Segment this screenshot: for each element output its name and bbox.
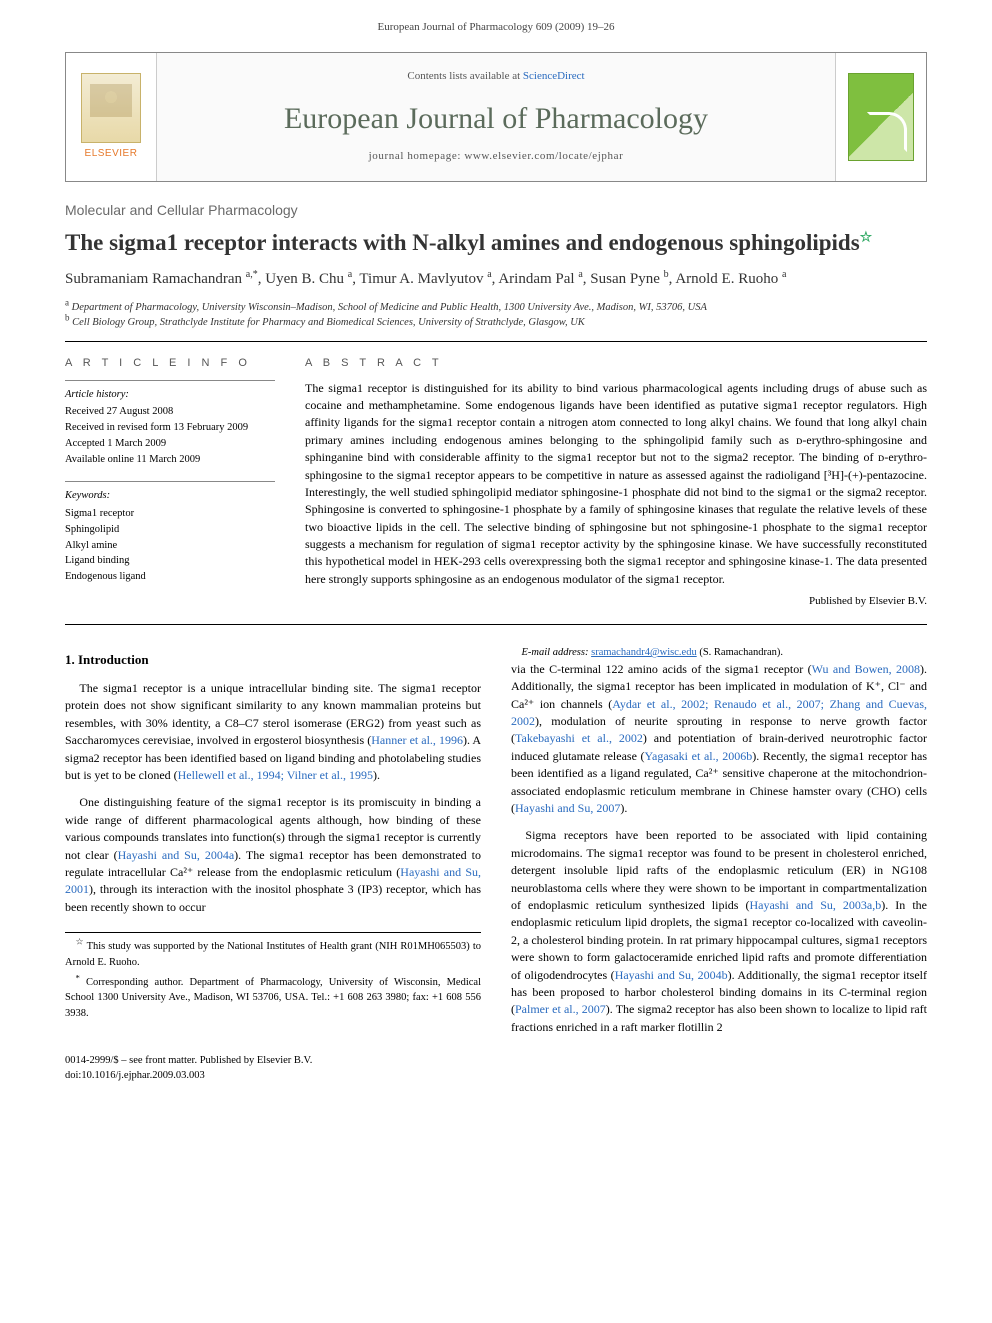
corr-text: Corresponding author. Department of Phar…	[65, 977, 481, 1020]
intro-paragraph-2: One distinguishing feature of the sigma1…	[65, 794, 481, 916]
abstract-column: A B S T R A C T The sigma1 receptor is d…	[305, 356, 927, 611]
keyword-line: Sphingolipid	[65, 522, 275, 538]
journal-cover-icon	[848, 73, 914, 161]
running-head: European Journal of Pharmacology 609 (20…	[65, 20, 927, 36]
publisher-brand: ELSEVIER	[85, 147, 138, 162]
intro-paragraph-4: Sigma receptors have been reported to be…	[511, 827, 927, 1036]
ref-hayashi-2004b[interactable]: Hayashi and Su, 2004b	[615, 968, 728, 982]
title-footnote-symbol: ☆	[860, 231, 873, 246]
copyright-line: 0014-2999/$ – see front matter. Publishe…	[65, 1054, 927, 1069]
published-by: Published by Elsevier B.V.	[305, 594, 927, 610]
keywords-title: Keywords:	[65, 488, 275, 504]
homepage-label: journal homepage:	[369, 150, 465, 162]
affiliations: a Department of Pharmacology, University…	[65, 300, 927, 330]
ref-palmer-2007[interactable]: Palmer et al., 2007	[515, 1002, 606, 1016]
rule-bottom	[65, 624, 927, 625]
meta-abstract-row: A R T I C L E I N F O Article history: R…	[65, 356, 927, 611]
funding-footnote: ☆ This study was supported by the Nation…	[65, 939, 481, 971]
elsevier-tree-icon	[81, 73, 141, 143]
p3a: via the C-terminal 122 amino acids of th…	[511, 662, 812, 676]
funding-text: This study was supported by the National…	[65, 941, 481, 968]
ref-hellewell-vilner[interactable]: Hellewell et al., 1994; Vilner et al., 1…	[178, 768, 373, 782]
p1c: ).	[373, 768, 380, 782]
article-title-text: The sigma1 receptor interacts with N-alk…	[65, 230, 860, 255]
article-section-label: Molecular and Cellular Pharmacology	[65, 200, 927, 220]
abstract-text: The sigma1 receptor is distinguished for…	[305, 380, 927, 589]
sciencedirect-link[interactable]: ScienceDirect	[523, 70, 585, 82]
journal-cover-thumbnail	[836, 53, 926, 181]
corr-symbol: *	[76, 972, 80, 982]
journal-name: European Journal of Pharmacology	[284, 97, 708, 141]
affiliation-line: b Cell Biology Group, Strathclyde Instit…	[65, 315, 927, 330]
contents-available-line: Contents lists available at ScienceDirec…	[407, 69, 584, 85]
article-info-head: A R T I C L E I N F O	[65, 356, 275, 372]
article-info-column: A R T I C L E I N F O Article history: R…	[65, 356, 275, 611]
homepage-url[interactable]: www.elsevier.com/locate/ejphar	[464, 150, 623, 162]
abstract-head: A B S T R A C T	[305, 356, 927, 372]
email-link[interactable]: sramachandr4@wisc.edu	[591, 647, 697, 658]
meta-rule-2	[65, 481, 275, 482]
body-columns: 1. Introduction The sigma1 receptor is a…	[65, 645, 927, 1038]
header-center: Contents lists available at ScienceDirec…	[156, 53, 836, 181]
contents-available-prefix: Contents lists available at	[407, 70, 522, 82]
authors-line: Subramaniam Ramachandran a,*, Uyen B. Ch…	[65, 268, 927, 291]
intro-heading: 1. Introduction	[65, 651, 481, 670]
ref-hayashi-su-2007[interactable]: Hayashi and Su, 2007	[515, 801, 620, 815]
ref-takebayashi-2002[interactable]: Takebayashi et al., 2002	[515, 731, 643, 745]
email-footnote: E-mail address: sramachandr4@wisc.edu (S…	[511, 645, 927, 661]
keyword-line: Alkyl amine	[65, 538, 275, 554]
keywords-block: Keywords: Sigma1 receptorSphingolipidAlk…	[65, 488, 275, 585]
email-person: (S. Ramachandran).	[699, 647, 783, 658]
corresponding-footnote: * Corresponding author. Department of Ph…	[65, 975, 481, 1022]
ref-hayashi-2004a[interactable]: Hayashi and Su, 2004a	[118, 848, 235, 862]
affiliation-line: a Department of Pharmacology, University…	[65, 300, 927, 315]
ref-hayashi-2003ab[interactable]: Hayashi and Su, 2003a,b	[749, 898, 881, 912]
p3f: ).	[620, 801, 627, 815]
intro-paragraph-3: via the C-terminal 122 amino acids of th…	[511, 661, 927, 818]
journal-header: ELSEVIER Contents lists available at Sci…	[65, 52, 927, 182]
intro-paragraph-1: The sigma1 receptor is a unique intracel…	[65, 680, 481, 784]
history-line: Available online 11 March 2009	[65, 452, 275, 468]
history-line: Accepted 1 March 2009	[65, 436, 275, 452]
history-line: Received in revised form 13 February 200…	[65, 420, 275, 436]
p2c: ), through its interaction with the inos…	[65, 882, 481, 913]
publisher-logo-block: ELSEVIER	[66, 53, 156, 181]
keyword-line: Endogenous ligand	[65, 569, 275, 585]
history-line: Received 27 August 2008	[65, 404, 275, 420]
meta-rule-1	[65, 380, 275, 381]
article-history-block: Article history: Received 27 August 2008…	[65, 387, 275, 468]
ref-hanner-1996[interactable]: Hanner et al., 1996	[371, 733, 463, 747]
article-title: The sigma1 receptor interacts with N-alk…	[65, 228, 927, 257]
email-label: E-mail address:	[522, 647, 589, 658]
ref-yagasaki-2006b[interactable]: Yagasaki et al., 2006b	[645, 749, 753, 763]
ref-wu-bowen-2008[interactable]: Wu and Bowen, 2008	[812, 662, 920, 676]
funding-symbol: ☆	[76, 937, 84, 947]
bottom-bar: 0014-2999/$ – see front matter. Publishe…	[65, 1054, 927, 1083]
keyword-line: Ligand binding	[65, 553, 275, 569]
keyword-line: Sigma1 receptor	[65, 506, 275, 522]
doi-line: doi:10.1016/j.ejphar.2009.03.003	[65, 1069, 927, 1084]
journal-homepage-line: journal homepage: www.elsevier.com/locat…	[369, 149, 624, 165]
article-history-title: Article history:	[65, 387, 275, 403]
rule-top	[65, 341, 927, 342]
